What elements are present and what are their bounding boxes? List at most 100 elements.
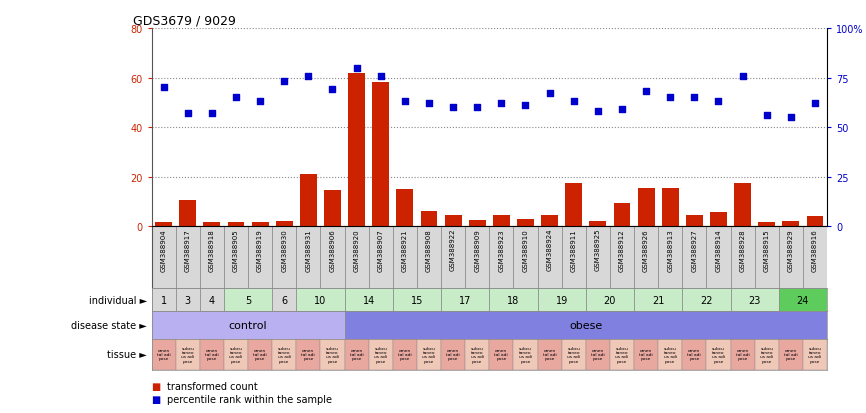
Text: GSM388925: GSM388925 bbox=[595, 228, 601, 271]
Text: 21: 21 bbox=[652, 295, 664, 305]
Bar bbox=[538, 226, 562, 288]
Text: disease state ►: disease state ► bbox=[72, 320, 147, 330]
Bar bbox=[514, 339, 538, 370]
Text: GDS3679 / 9029: GDS3679 / 9029 bbox=[133, 15, 236, 28]
Bar bbox=[372, 83, 389, 226]
Text: omen
tal adi
pose: omen tal adi pose bbox=[446, 348, 460, 361]
Point bbox=[205, 111, 219, 117]
Point bbox=[591, 109, 604, 115]
Text: tissue ►: tissue ► bbox=[107, 349, 147, 359]
Bar bbox=[538, 288, 585, 312]
Bar bbox=[421, 212, 437, 226]
Bar bbox=[710, 213, 727, 226]
Point bbox=[494, 101, 508, 107]
Bar bbox=[393, 288, 441, 312]
Bar bbox=[634, 226, 658, 288]
Text: 20: 20 bbox=[604, 295, 616, 305]
Bar bbox=[662, 188, 679, 226]
Bar bbox=[324, 191, 341, 226]
Bar bbox=[348, 74, 365, 226]
Bar bbox=[179, 201, 197, 226]
Bar bbox=[779, 339, 803, 370]
Text: subcu
taneo
us adi
pose: subcu taneo us adi pose bbox=[278, 346, 291, 363]
Text: GSM388905: GSM388905 bbox=[233, 228, 239, 271]
Bar bbox=[754, 226, 779, 288]
Point bbox=[759, 113, 773, 119]
Bar bbox=[300, 175, 317, 226]
Text: omen
tal adi
pose: omen tal adi pose bbox=[398, 348, 411, 361]
Bar bbox=[562, 226, 585, 288]
Bar bbox=[272, 226, 296, 288]
Bar bbox=[686, 216, 703, 226]
Bar bbox=[200, 226, 224, 288]
Text: omen
tal adi
pose: omen tal adi pose bbox=[543, 348, 557, 361]
Point bbox=[301, 73, 315, 80]
Text: omen
tal adi
pose: omen tal adi pose bbox=[157, 348, 171, 361]
Bar bbox=[682, 288, 731, 312]
Text: omen
tal adi
pose: omen tal adi pose bbox=[350, 348, 364, 361]
Point bbox=[229, 95, 242, 101]
Text: subcu
taneo
us adi
pose: subcu taneo us adi pose bbox=[326, 346, 339, 363]
Bar bbox=[637, 188, 655, 226]
Bar bbox=[731, 288, 779, 312]
Point bbox=[543, 91, 557, 97]
Text: GSM388928: GSM388928 bbox=[740, 228, 746, 271]
Text: subcu
taneo
us adi
pose: subcu taneo us adi pose bbox=[423, 346, 436, 363]
Bar bbox=[658, 226, 682, 288]
Point bbox=[663, 95, 677, 101]
Bar bbox=[320, 339, 345, 370]
Bar bbox=[176, 226, 200, 288]
Text: omen
tal adi
pose: omen tal adi pose bbox=[205, 348, 219, 361]
Bar bbox=[176, 288, 200, 312]
Bar bbox=[465, 226, 489, 288]
Bar bbox=[469, 221, 486, 226]
Text: 14: 14 bbox=[363, 295, 375, 305]
Bar bbox=[152, 312, 345, 339]
Bar bbox=[200, 288, 224, 312]
Point bbox=[567, 99, 581, 105]
Text: GSM388912: GSM388912 bbox=[619, 228, 625, 271]
Text: 6: 6 bbox=[281, 295, 288, 305]
Point bbox=[470, 104, 484, 111]
Point bbox=[712, 99, 726, 105]
Text: omen
tal adi
pose: omen tal adi pose bbox=[591, 348, 604, 361]
Text: subcu
taneo
us adi
pose: subcu taneo us adi pose bbox=[374, 346, 387, 363]
Point bbox=[446, 104, 460, 111]
Bar bbox=[493, 216, 510, 226]
Text: 24: 24 bbox=[797, 295, 809, 305]
Text: subcu
taneo
us adi
pose: subcu taneo us adi pose bbox=[181, 346, 194, 363]
Point bbox=[277, 79, 291, 85]
Text: GSM388927: GSM388927 bbox=[691, 228, 697, 271]
Text: subcu
taneo
us adi
pose: subcu taneo us adi pose bbox=[567, 346, 580, 363]
Bar bbox=[417, 226, 441, 288]
Point bbox=[808, 101, 822, 107]
Bar bbox=[585, 288, 634, 312]
Text: transformed count: transformed count bbox=[167, 381, 258, 391]
Bar bbox=[489, 226, 514, 288]
Text: 4: 4 bbox=[209, 295, 215, 305]
Text: percentile rank within the sample: percentile rank within the sample bbox=[167, 394, 333, 404]
Bar bbox=[754, 339, 779, 370]
Bar bbox=[517, 219, 534, 226]
Text: GSM388913: GSM388913 bbox=[667, 228, 673, 271]
Text: GSM388915: GSM388915 bbox=[764, 228, 770, 271]
Bar bbox=[252, 223, 268, 226]
Bar bbox=[731, 226, 754, 288]
Text: 15: 15 bbox=[410, 295, 423, 305]
Point bbox=[326, 87, 339, 93]
Point bbox=[157, 85, 171, 92]
Text: GSM388916: GSM388916 bbox=[812, 228, 818, 271]
Bar bbox=[152, 288, 176, 312]
Bar bbox=[345, 226, 369, 288]
Bar bbox=[441, 288, 489, 312]
Text: GSM388920: GSM388920 bbox=[353, 228, 359, 271]
Bar bbox=[610, 339, 634, 370]
Bar bbox=[707, 226, 731, 288]
Text: subcu
taneo
us adi
pose: subcu taneo us adi pose bbox=[470, 346, 484, 363]
Bar bbox=[224, 288, 272, 312]
Text: subcu
taneo
us adi
pose: subcu taneo us adi pose bbox=[616, 346, 629, 363]
Text: GSM388924: GSM388924 bbox=[546, 228, 553, 271]
Bar bbox=[224, 226, 248, 288]
Text: subcu
taneo
us adi
pose: subcu taneo us adi pose bbox=[519, 346, 532, 363]
Bar bbox=[393, 226, 417, 288]
